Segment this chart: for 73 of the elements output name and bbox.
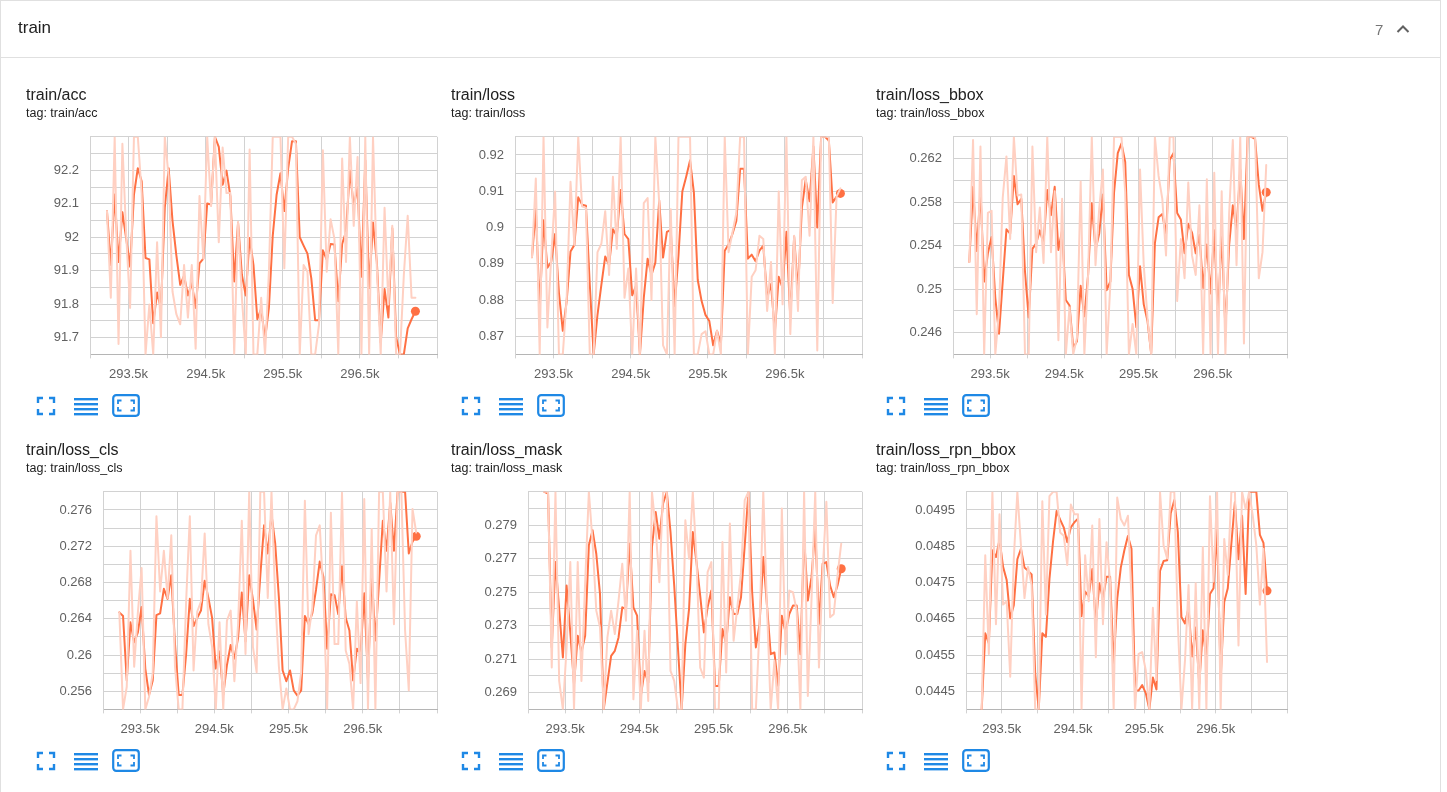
x-tick-label: 294.5k [1044,365,1085,381]
chart-subtitle: tag: train/loss_mask [451,461,563,475]
x-tick-label: 295.5k [1119,365,1159,381]
y-tick-label: 0.264 [59,610,92,626]
y-tick-label: 0.271 [484,650,517,666]
y-tick-label: 0.279 [484,516,517,532]
chart-title: train/acc [26,86,87,104]
x-tick-label: 294.5k [619,720,660,736]
y-tick-label: 0.91 [478,182,504,198]
x-tick-label: 293.5k [545,720,586,736]
y-tick-label: 0.26 [66,646,92,662]
y-tick-label: 91.8 [53,295,79,311]
y-tick-label: 0.268 [59,574,92,590]
chart-title: train/loss_mask [451,441,563,459]
chart-title: train/loss_bbox [876,86,984,104]
x-tick-label: 296.5k [768,720,808,736]
x-tick-label: 294.5k [194,720,235,736]
x-tick-label: 295.5k [1124,720,1165,736]
y-tick-label: 0.25 [916,280,942,296]
x-tick-label: 295.5k [263,365,303,381]
y-tick-label: 0.272 [59,537,92,553]
chart-title: train/loss_rpn_bbox [876,441,1016,459]
text: train [18,18,52,38]
x-tick-label: 293.5k [534,365,574,381]
y-tick-label: 92 [64,228,79,244]
x-tick-label: 293.5k [982,720,1022,736]
y-tick-label: 91.9 [53,262,79,278]
y-tick-label: 0.262 [909,150,942,166]
chart-subtitle: tag: train/loss_rpn_bbox [876,461,1010,475]
x-tick-label: 294.5k [1053,720,1094,736]
y-tick-label: 91.7 [53,329,79,345]
x-tick-label: 296.5k [765,365,805,381]
y-tick-label: 0.0455 [915,646,955,662]
y-tick-label: 92.2 [53,161,79,177]
x-tick-label: 295.5k [694,720,734,736]
y-tick-label: 0.258 [909,193,942,209]
x-tick-label: 295.5k [269,720,309,736]
x-tick-label: 294.5k [186,365,226,381]
y-tick-label: 0.0475 [915,574,955,590]
y-tick-label: 0.269 [484,684,517,700]
x-tick-label: 296.5k [340,365,380,381]
y-tick-label: 0.246 [909,324,942,340]
x-tick-label: 293.5k [120,720,161,736]
y-tick-label: 0.89 [478,255,504,271]
y-tick-label: 0.254 [909,237,942,253]
y-tick-label: 0.87 [478,327,504,343]
x-tick-label: 296.5k [1193,365,1233,381]
x-tick-label: 293.5k [109,365,149,381]
y-tick-label: 0.277 [484,550,517,566]
y-tick-label: 0.88 [478,291,504,307]
y-tick-label: 0.9 [485,219,504,235]
y-tick-label: 0.276 [59,501,92,517]
y-tick-label: 0.0465 [915,610,955,626]
chart-subtitle: tag: train/acc [26,106,98,120]
y-tick-label: 0.273 [484,617,517,633]
x-tick-label: 293.5k [970,365,1011,381]
y-tick-label: 0.0445 [915,682,955,698]
y-tick-label: 0.0485 [915,537,955,553]
y-tick-label: 92.1 [53,195,79,211]
x-tick-label: 295.5k [688,365,728,381]
y-tick-label: 0.0495 [915,501,955,517]
chart-title: train/loss [451,86,516,104]
text: 7 [1375,21,1384,38]
x-tick-label: 296.5k [1196,720,1236,736]
y-tick-label: 0.275 [484,583,517,599]
y-tick-label: 0.92 [478,146,504,162]
y-tick-label: 0.256 [59,682,92,698]
chart-title: train/loss_cls [26,441,119,459]
chart-subtitle: tag: train/loss_cls [26,461,123,475]
chart-subtitle: tag: train/loss [451,106,526,120]
x-tick-label: 296.5k [343,720,383,736]
chart-subtitle: tag: train/loss_bbox [876,106,985,120]
x-tick-label: 294.5k [611,365,651,381]
